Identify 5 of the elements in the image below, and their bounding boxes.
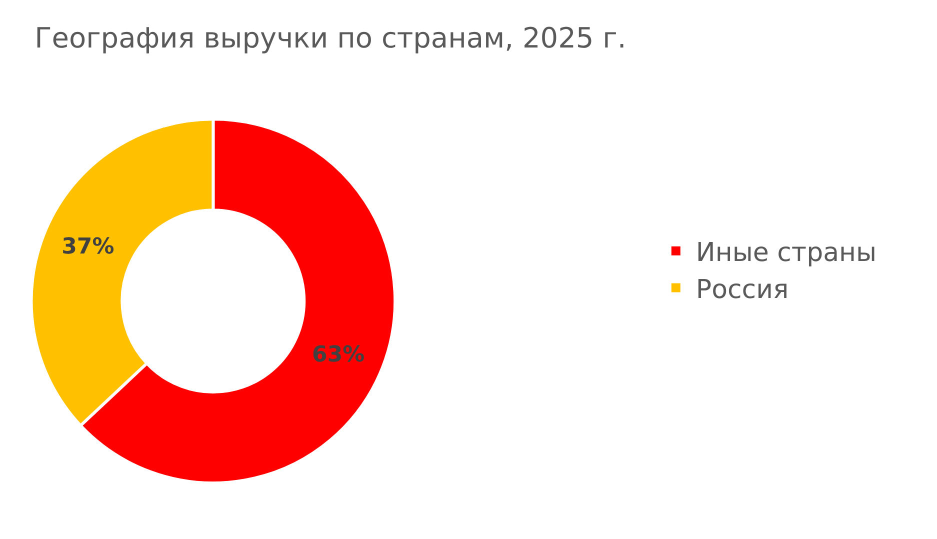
data-label: 37% bbox=[62, 234, 114, 260]
legend-label: Иные страны bbox=[696, 238, 877, 268]
data-label: 63% bbox=[312, 342, 365, 368]
chart-title: География выручки по странам, 2025 г. bbox=[34, 22, 626, 55]
legend-label: Россия bbox=[696, 274, 789, 305]
